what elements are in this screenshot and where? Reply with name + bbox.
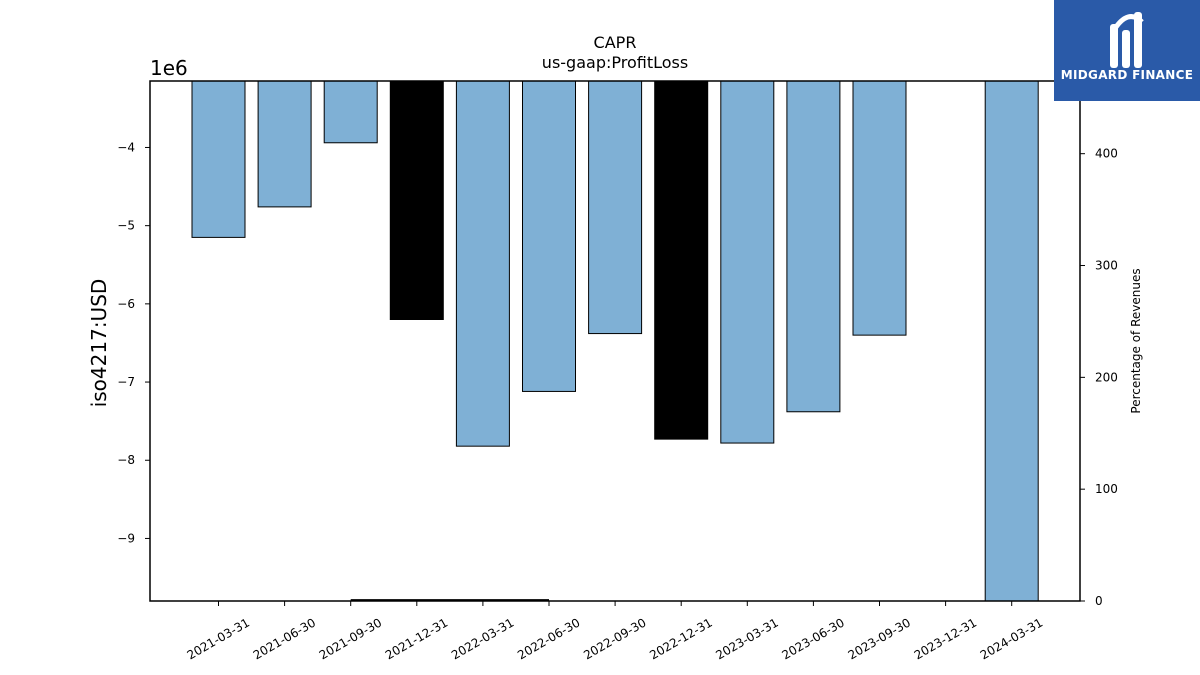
bar xyxy=(522,80,576,392)
x-tick-label: 2023-12-31 xyxy=(912,615,979,662)
bar xyxy=(588,80,643,335)
x-tick-label: 2022-03-31 xyxy=(449,615,516,662)
bar xyxy=(786,80,841,413)
x-tick-label: 2023-03-31 xyxy=(713,615,780,662)
bar xyxy=(323,80,378,144)
bars-group xyxy=(191,80,1039,602)
bar xyxy=(455,80,510,447)
midgard-finance-logo: MIDGARD FINANCE xyxy=(1054,0,1200,101)
bar xyxy=(984,80,1039,602)
x-tick-label: 2022-06-30 xyxy=(515,615,582,662)
bar xyxy=(720,80,775,444)
x-tick-label: 2021-06-30 xyxy=(251,615,318,662)
logo-text: MIDGARD FINANCE xyxy=(1060,68,1194,82)
x-tick-label: 2023-06-30 xyxy=(779,615,846,662)
y-tick-label: −7 xyxy=(117,375,135,389)
bar xyxy=(257,80,312,208)
chart-subtitle: us-gaap:ProfitLoss xyxy=(542,53,688,72)
bar xyxy=(654,80,709,440)
y-tick-label: −4 xyxy=(117,140,135,154)
y2-axis-label: Percentage of Revenues xyxy=(1129,268,1143,413)
bar xyxy=(389,80,444,320)
x-tick-label: 2024-03-31 xyxy=(978,615,1045,662)
y-tick-label: −8 xyxy=(117,453,135,467)
bar xyxy=(191,80,246,238)
y-axis-label: iso4217:USD xyxy=(87,279,111,408)
x-tick-label: 2023-09-30 xyxy=(846,615,913,662)
y-tick-label: −5 xyxy=(117,219,135,233)
y-tick-label: −6 xyxy=(117,297,135,311)
y-tick-label: −9 xyxy=(117,531,135,545)
y2-tick-label: 200 xyxy=(1095,370,1118,384)
bar xyxy=(852,80,907,336)
logo-mark-icon xyxy=(1110,12,1144,68)
chart-title: CAPR xyxy=(594,33,637,52)
y-offset-label: 1e6 xyxy=(150,56,188,80)
x-tick-label: 2021-03-31 xyxy=(185,615,252,662)
y2-tick-label: 100 xyxy=(1095,482,1118,496)
y2-tick-label: 300 xyxy=(1095,259,1118,273)
x-tick-label: 2022-12-31 xyxy=(647,615,714,662)
x-tick-label: 2022-09-30 xyxy=(581,615,648,662)
y2-tick-label: 0 xyxy=(1095,594,1103,608)
y2-tick-label: 400 xyxy=(1095,147,1118,161)
x-tick-label: 2021-12-31 xyxy=(383,615,450,662)
x-tick-label: 2021-09-30 xyxy=(317,615,384,662)
plot-frame xyxy=(149,80,1081,602)
